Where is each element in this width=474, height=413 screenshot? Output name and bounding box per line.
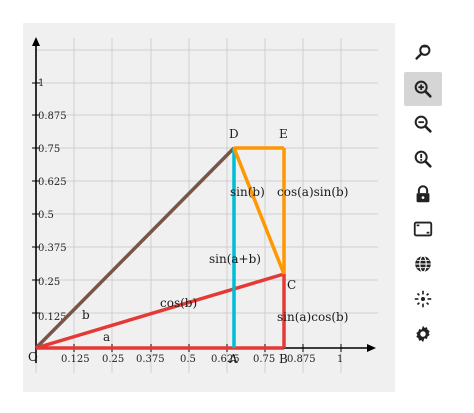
fullscreen-button[interactable]	[404, 212, 442, 246]
reset-zoom-icon	[415, 44, 431, 60]
segment-dc[interactable]	[232, 147, 286, 275]
segment-oc[interactable]	[35, 272, 285, 350]
x-tick-0.5: 0.5	[180, 354, 196, 365]
y-tick-1: 1	[38, 78, 44, 89]
point-b-label: B	[279, 352, 288, 366]
zoom-in-button[interactable]	[404, 72, 442, 106]
angle-b-label: b	[82, 308, 90, 322]
y-tick-0.25: 0.25	[38, 277, 60, 288]
x-tick-1: 1	[337, 354, 343, 365]
point-c-label: C	[287, 278, 296, 292]
point-a-label: A	[228, 352, 238, 366]
x-tick-0.625: 0.625	[211, 354, 240, 365]
y-tick-0.125: 0.125	[38, 312, 67, 323]
y-tick-0.625: 0.625	[38, 177, 67, 188]
settings-icon	[416, 325, 430, 343]
lock-button[interactable]	[404, 177, 442, 211]
angle-a-label: a	[103, 330, 110, 344]
fullscreen-icon	[413, 221, 433, 237]
zoom-fit-icon	[414, 150, 432, 168]
x-tick-0.375: 0.375	[136, 354, 165, 365]
center-button[interactable]	[404, 282, 442, 316]
x-tick-0.875: 0.875	[287, 354, 316, 365]
sin-b-label: sin(b)	[230, 185, 265, 199]
x-tick-labels: 0.125 0.25 0.375 0.5 0.625 0.75 0.875 1	[61, 354, 343, 365]
y-tick-0.5: 0.5	[38, 210, 54, 221]
x-tick-0.125: 0.125	[61, 354, 90, 365]
grid	[35, 38, 378, 373]
geometry-plot[interactable]: 0.125 0.25 0.375 0.5 0.625 0.75 0.875 1 …	[23, 23, 395, 392]
sin-a-plus-b-label: sin(a+b)	[209, 252, 261, 266]
y-tick-labels: 0.125 0.25 0.375 0.5 0.625 0.75 0.875 1	[38, 78, 67, 323]
zoom-in-icon	[414, 80, 432, 98]
graph-board[interactable]: 0.125 0.25 0.375 0.5 0.625 0.75 0.875 1 …	[23, 23, 395, 392]
y-tick-0.75: 0.75	[38, 144, 60, 155]
cos-a-sin-b-label: cos(a)sin(b)	[277, 185, 348, 199]
zoom-fit-button[interactable]	[404, 142, 442, 176]
y-tick-0.875: 0.875	[38, 111, 67, 122]
point-e-label: E	[279, 127, 288, 141]
globe-icon	[415, 255, 431, 273]
reset-zoom-button[interactable]	[404, 36, 442, 70]
cos-b-label: cos(b)	[160, 296, 197, 310]
center-icon	[414, 290, 432, 308]
lock-icon	[416, 185, 430, 203]
x-tick-0.75: 0.75	[253, 354, 275, 365]
segment-od[interactable]	[34, 146, 236, 350]
zoom-out-button[interactable]	[404, 107, 442, 141]
point-d-label: D	[229, 127, 239, 141]
zoom-out-icon	[414, 115, 432, 133]
globe-button[interactable]	[404, 247, 442, 281]
settings-button[interactable]	[404, 317, 442, 351]
origin-label: O	[28, 350, 38, 364]
x-tick-0.25: 0.25	[102, 354, 124, 365]
sin-a-cos-b-label: sin(a)cos(b)	[277, 310, 348, 324]
y-tick-0.375: 0.375	[38, 243, 67, 254]
